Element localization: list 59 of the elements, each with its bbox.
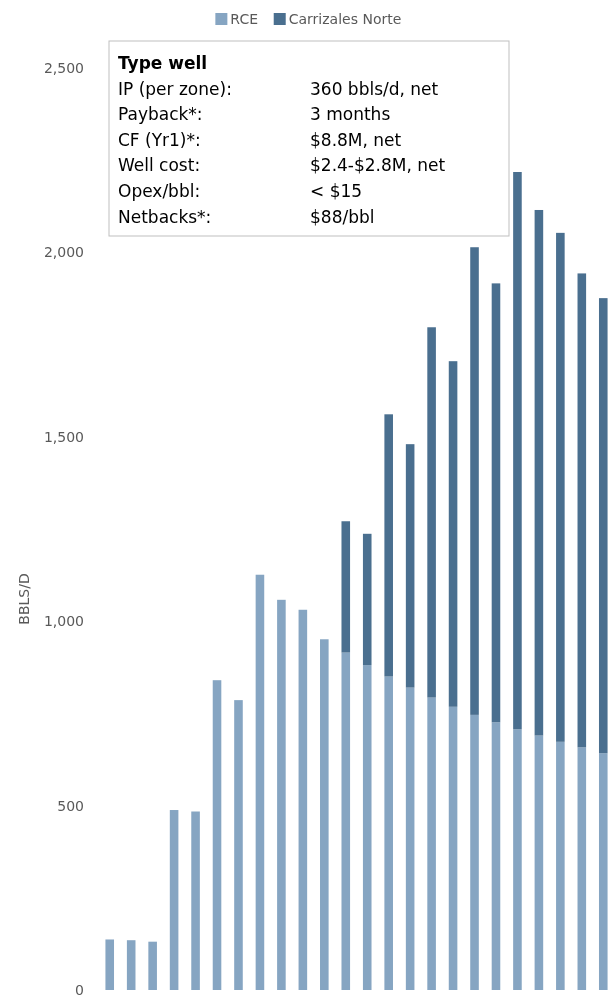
bar — [534, 209, 544, 736]
bar — [234, 700, 243, 990]
legend-label: Carrizales Norte — [288, 11, 402, 27]
bar — [427, 327, 436, 698]
bar — [212, 680, 222, 990]
bar — [534, 735, 544, 990]
bar — [513, 729, 522, 990]
annotation: $8.8M, net — [310, 129, 402, 150]
bar — [320, 639, 329, 990]
annotation: 360 bbls/d, net — [310, 78, 439, 99]
bar — [577, 273, 587, 748]
bar — [470, 247, 479, 715]
annotation: Payback*: — [118, 104, 203, 125]
bar — [448, 706, 458, 990]
bar — [384, 414, 393, 677]
bar — [105, 939, 115, 990]
bar — [556, 741, 565, 990]
y-tick-label: 1,500 — [43, 428, 84, 445]
y-tick-label: 2,500 — [43, 60, 84, 76]
bar — [169, 810, 179, 990]
y-tick-label: 1,000 — [43, 613, 84, 630]
annotation: Well cost: — [118, 155, 201, 176]
bar — [405, 687, 415, 990]
bar — [556, 232, 565, 742]
annotation: $2.4-$2.8M, net — [310, 155, 446, 176]
annotation: Netbacks*: — [118, 206, 212, 227]
bar — [405, 444, 415, 688]
annotation: CF (Yr1)*: — [118, 129, 201, 150]
bar — [298, 609, 308, 990]
bar — [598, 753, 608, 990]
bar — [126, 940, 136, 990]
bar — [341, 521, 351, 653]
bar — [255, 574, 265, 990]
bar — [362, 665, 372, 990]
annotation: $88/bbl — [310, 206, 375, 227]
annotation: Opex/bbl: — [118, 181, 201, 201]
bar — [427, 697, 436, 990]
y-tick-label: 0 — [75, 982, 84, 998]
bar — [362, 533, 372, 666]
annotation: IP (per zone): — [118, 78, 232, 99]
annotation: 3 months — [310, 104, 391, 125]
bar — [277, 599, 286, 990]
bar — [384, 676, 393, 990]
annotation: < $15 — [310, 181, 363, 201]
bar — [513, 172, 522, 730]
bar — [577, 747, 587, 990]
bar — [448, 361, 458, 707]
bar — [341, 652, 351, 990]
bar — [598, 298, 608, 754]
annotation: Type well — [118, 53, 208, 73]
y-axis-title: BBLS/D — [16, 573, 32, 625]
bar — [470, 714, 479, 990]
y-tick-label: 500 — [57, 797, 84, 814]
legend-label: RCE — [230, 11, 259, 27]
y-tick-label: 2,000 — [43, 244, 84, 261]
bar — [148, 941, 157, 990]
bar — [491, 722, 501, 990]
bar — [491, 283, 501, 723]
bar — [191, 811, 200, 990]
